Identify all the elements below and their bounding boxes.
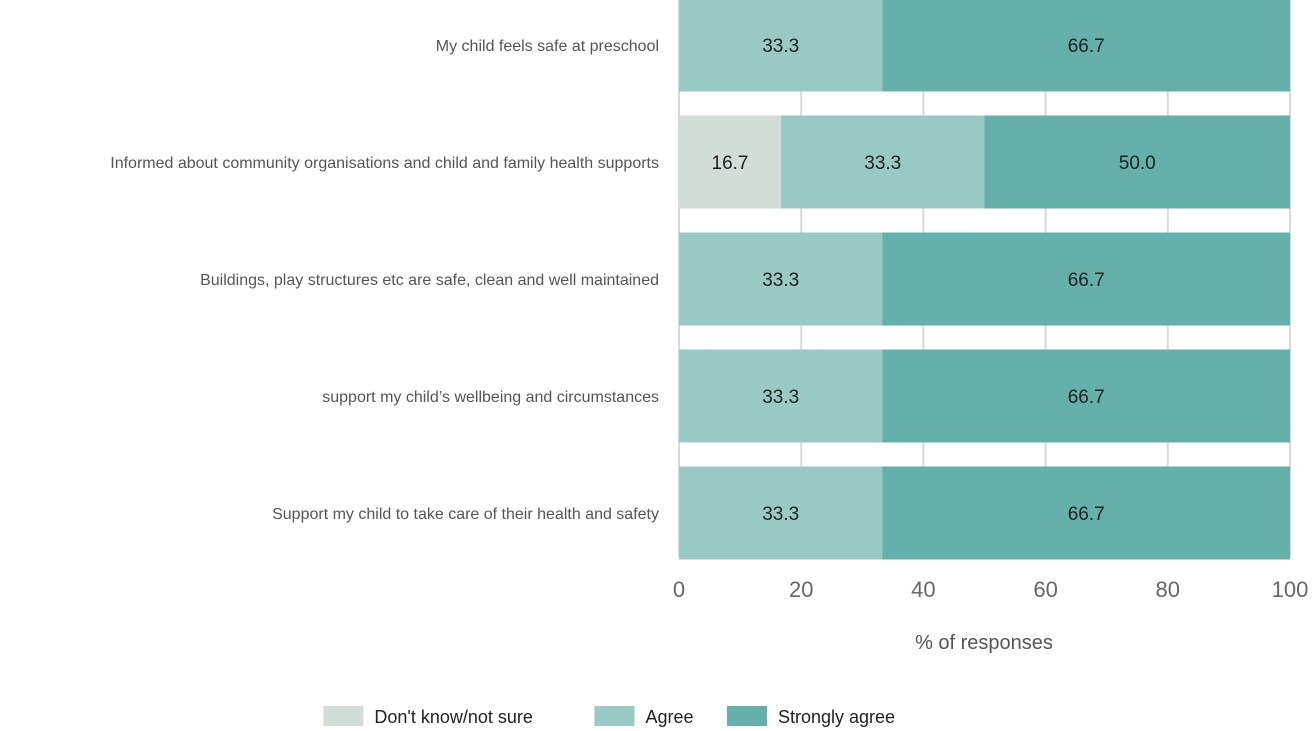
legend-label: Don't know/not sure	[374, 707, 533, 727]
bar-segment	[679, 115, 782, 209]
category-label: Buildings, play structures etc are safe,…	[200, 272, 659, 289]
bar-segment	[679, 349, 883, 443]
bar-segment	[882, 466, 1290, 560]
legend: Don't know/not sure Agree Strongly agree	[323, 706, 895, 727]
data-label: 33.3	[762, 504, 799, 525]
legend-swatch	[727, 706, 767, 726]
bar-segment	[882, 232, 1290, 326]
x-tick-label: 20	[789, 577, 813, 602]
x-tick-label: 100	[1272, 577, 1309, 602]
bar-segment	[679, 0, 883, 92]
category-label: Support my child to take care of their h…	[272, 506, 659, 523]
data-label: 33.3	[762, 36, 799, 57]
bar-segment	[679, 232, 883, 326]
x-tick-label: 80	[1156, 577, 1180, 602]
data-label: 66.7	[1068, 504, 1105, 525]
data-label: 50.0	[1119, 153, 1156, 174]
bars	[679, 0, 1290, 560]
legend-swatch	[323, 706, 364, 726]
bar-segment	[882, 349, 1290, 443]
x-axis-ticks: 0 20 40 60 80 100	[673, 577, 1308, 602]
bar-segment	[882, 0, 1290, 92]
bar-segment	[781, 115, 985, 209]
data-label: 66.7	[1068, 270, 1105, 291]
legend-label: Agree	[646, 707, 694, 727]
x-axis-title: % of responses	[915, 632, 1053, 654]
category-label: My child feels safe at preschool	[436, 38, 659, 55]
category-labels: My child feels safe at preschool Informed…	[110, 38, 659, 523]
data-label: 33.3	[762, 387, 799, 408]
category-label: support my child’s wellbeing and circums…	[322, 389, 659, 406]
x-tick-label: 60	[1033, 577, 1057, 602]
legend-swatch	[594, 706, 635, 726]
x-tick-label: 40	[911, 577, 935, 602]
data-label: 66.7	[1068, 387, 1105, 408]
bar-segment	[984, 115, 1290, 209]
legend-label: Strongly agree	[778, 707, 895, 727]
bar-segment	[679, 466, 883, 560]
data-label: 16.7	[712, 153, 749, 174]
x-tick-label: 0	[673, 577, 685, 602]
data-label: 33.3	[864, 153, 901, 174]
value-labels: 33.3 66.7 16.7 33.3 50.0 33.3 66.7 33.3 66.7 33.3…	[712, 36, 1156, 525]
data-label: 66.7	[1068, 36, 1105, 57]
data-label: 33.3	[762, 270, 799, 291]
category-label: Informed about community organisations a…	[110, 155, 659, 172]
